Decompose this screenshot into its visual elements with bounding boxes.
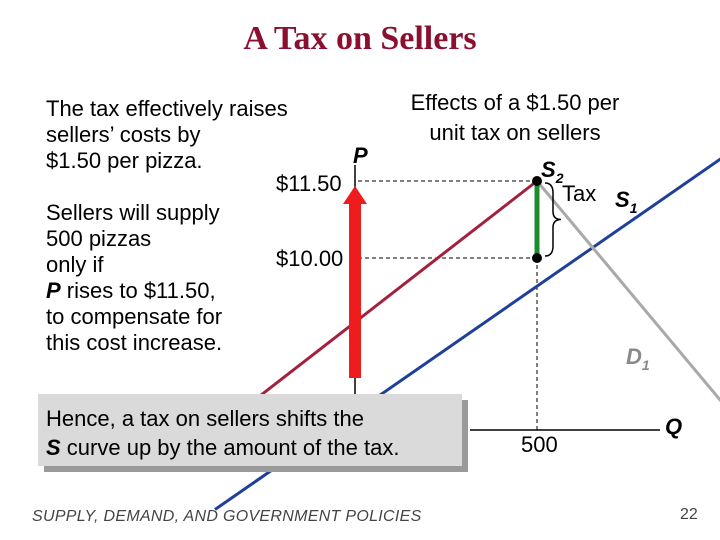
series-label-d1: D1 bbox=[626, 344, 650, 373]
footer-text: SUPPLY, DEMAND, AND GOVERNMENT POLICIES bbox=[32, 508, 422, 525]
price-rise-text: rises to $11.50, bbox=[60, 278, 216, 303]
explanation-line: this cost increase. bbox=[46, 330, 223, 355]
demand-curve-d1 bbox=[535, 180, 720, 403]
tax-label: Tax bbox=[562, 181, 596, 206]
y-axis-label: P bbox=[353, 143, 368, 168]
explanation-line: P rises to $11.50, bbox=[46, 278, 222, 304]
explanation-line: The tax effectively raises bbox=[46, 96, 288, 121]
series-label-s2: S2 bbox=[541, 157, 564, 186]
equilibrium-point-seller-price bbox=[532, 253, 542, 263]
explanation-text-1: The tax effectively raises sellers’ cost… bbox=[46, 96, 288, 174]
price-variable: P bbox=[46, 278, 61, 303]
explanation-text-2: Sellers will supply 500 pizzas only if P… bbox=[46, 200, 222, 356]
callout-line-2: S curve up by the amount of the tax. bbox=[46, 433, 462, 462]
y-tick-label-low: $10.00 bbox=[276, 246, 343, 271]
callout-line-1: Hence, a tax on sellers shifts the bbox=[46, 406, 364, 431]
explanation-line: 500 pizzas bbox=[46, 226, 152, 251]
series-label-s1: S1 bbox=[615, 187, 638, 216]
y-tick-label-high: $11.50 bbox=[276, 171, 342, 196]
supply-variable: S bbox=[46, 435, 61, 460]
caption-line: Effects of a $1.50 per bbox=[410, 90, 620, 115]
tax-brace bbox=[544, 182, 562, 257]
x-axis-label: Q bbox=[665, 414, 682, 439]
explanation-line: only if bbox=[46, 252, 104, 277]
explanation-line: Sellers will supply bbox=[46, 200, 220, 225]
equilibrium-point-after-tax bbox=[532, 176, 542, 186]
price-rise-arrow-shaft bbox=[349, 202, 361, 378]
x-tick-label: 500 bbox=[521, 432, 558, 457]
conclusion-callout: Hence, a tax on sellers shifts the S cur… bbox=[38, 394, 462, 466]
chart-caption: Effects of a $1.50 per unit tax on selle… bbox=[370, 88, 660, 148]
explanation-line: sellers’ costs by bbox=[46, 122, 201, 147]
callout-line-2-rest: curve up by the amount of the tax. bbox=[60, 435, 400, 460]
page-number: 22 bbox=[680, 506, 698, 523]
explanation-line: $1.50 per pizza. bbox=[46, 148, 203, 173]
caption-line: unit tax on sellers bbox=[429, 120, 601, 145]
slide-title: A Tax on Sellers bbox=[243, 20, 477, 57]
price-rise-arrow-head bbox=[343, 186, 367, 204]
explanation-line: to compensate for bbox=[46, 304, 223, 329]
